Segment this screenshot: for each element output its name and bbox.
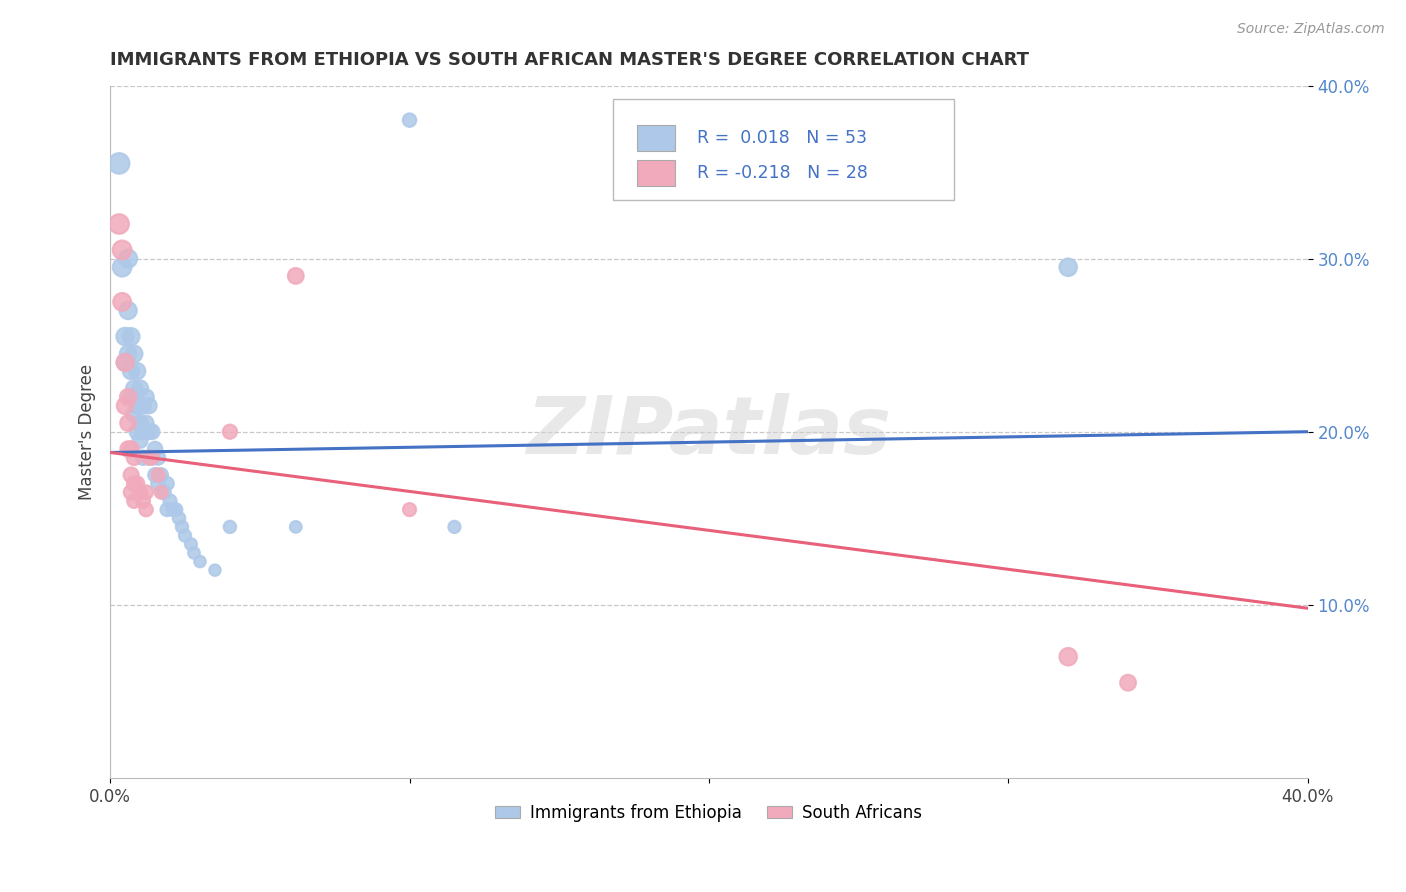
Point [284, 268, 307, 283]
Point [111, 260, 134, 275]
Point [122, 381, 145, 395]
Point [129, 381, 152, 395]
Point [117, 347, 139, 361]
Point [156, 502, 179, 516]
Point [120, 485, 142, 500]
Point [129, 434, 152, 448]
Point [114, 329, 136, 343]
Point [122, 494, 145, 508]
Point [127, 476, 149, 491]
Point [122, 450, 145, 465]
Point [1057, 649, 1080, 664]
Point [170, 520, 193, 534]
Point [153, 485, 176, 500]
Point [150, 467, 173, 482]
Point [143, 467, 166, 482]
Text: IMMIGRANTS FROM ETHIOPIA VS SOUTH AFRICAN MASTER'S DEGREE CORRELATION CHART: IMMIGRANTS FROM ETHIOPIA VS SOUTH AFRICA… [110, 51, 1029, 69]
Point [122, 347, 145, 361]
Point [117, 442, 139, 456]
Point [180, 537, 202, 551]
Point [129, 399, 152, 413]
Point [146, 476, 169, 491]
Point [120, 390, 142, 404]
Point [117, 416, 139, 430]
Point [127, 364, 149, 378]
Point [398, 502, 420, 516]
Point [219, 520, 242, 534]
Point [143, 442, 166, 456]
Text: ZIPatlas: ZIPatlas [526, 392, 891, 471]
Point [284, 520, 307, 534]
Point [135, 416, 157, 430]
Point [120, 467, 142, 482]
Point [174, 528, 197, 542]
Point [135, 390, 157, 404]
Point [111, 243, 134, 257]
Point [146, 467, 169, 482]
Point [183, 546, 205, 560]
Text: Source: ZipAtlas.com: Source: ZipAtlas.com [1237, 22, 1385, 37]
Bar [637, 160, 675, 186]
Point [135, 485, 157, 500]
Point [138, 450, 160, 465]
Point [111, 294, 134, 309]
Point [129, 416, 152, 430]
Point [117, 303, 139, 318]
Legend: Immigrants from Ethiopia, South Africans: Immigrants from Ethiopia, South Africans [489, 797, 929, 829]
FancyBboxPatch shape [613, 99, 955, 200]
Point [204, 563, 226, 577]
Point [1116, 675, 1139, 690]
Point [108, 217, 131, 231]
Point [443, 520, 465, 534]
Point [117, 390, 139, 404]
Point [129, 485, 152, 500]
Point [150, 485, 173, 500]
Point [135, 502, 157, 516]
Point [141, 425, 163, 439]
Point [141, 450, 163, 465]
Point [1057, 260, 1080, 275]
Point [132, 494, 155, 508]
Point [219, 425, 242, 439]
Point [120, 442, 142, 456]
Point [127, 399, 149, 413]
Point [167, 511, 190, 525]
Point [141, 450, 163, 465]
Point [156, 476, 179, 491]
Text: R = -0.218   N = 28: R = -0.218 N = 28 [697, 164, 868, 182]
Point [108, 156, 131, 170]
Point [122, 476, 145, 491]
Point [398, 113, 420, 128]
Bar [637, 125, 675, 152]
Point [120, 329, 142, 343]
Point [117, 252, 139, 266]
Point [114, 355, 136, 369]
Point [188, 555, 211, 569]
Point [138, 425, 160, 439]
Point [122, 408, 145, 422]
Point [114, 355, 136, 369]
Point [132, 450, 155, 465]
Point [138, 399, 160, 413]
Point [146, 450, 169, 465]
Point [165, 502, 187, 516]
Point [127, 425, 149, 439]
Text: R =  0.018   N = 53: R = 0.018 N = 53 [697, 129, 868, 147]
Point [138, 450, 160, 465]
Point [132, 399, 155, 413]
Point [162, 502, 184, 516]
Point [132, 425, 155, 439]
Point [114, 399, 136, 413]
Y-axis label: Master's Degree: Master's Degree [79, 364, 96, 500]
Point [159, 494, 181, 508]
Point [120, 364, 142, 378]
